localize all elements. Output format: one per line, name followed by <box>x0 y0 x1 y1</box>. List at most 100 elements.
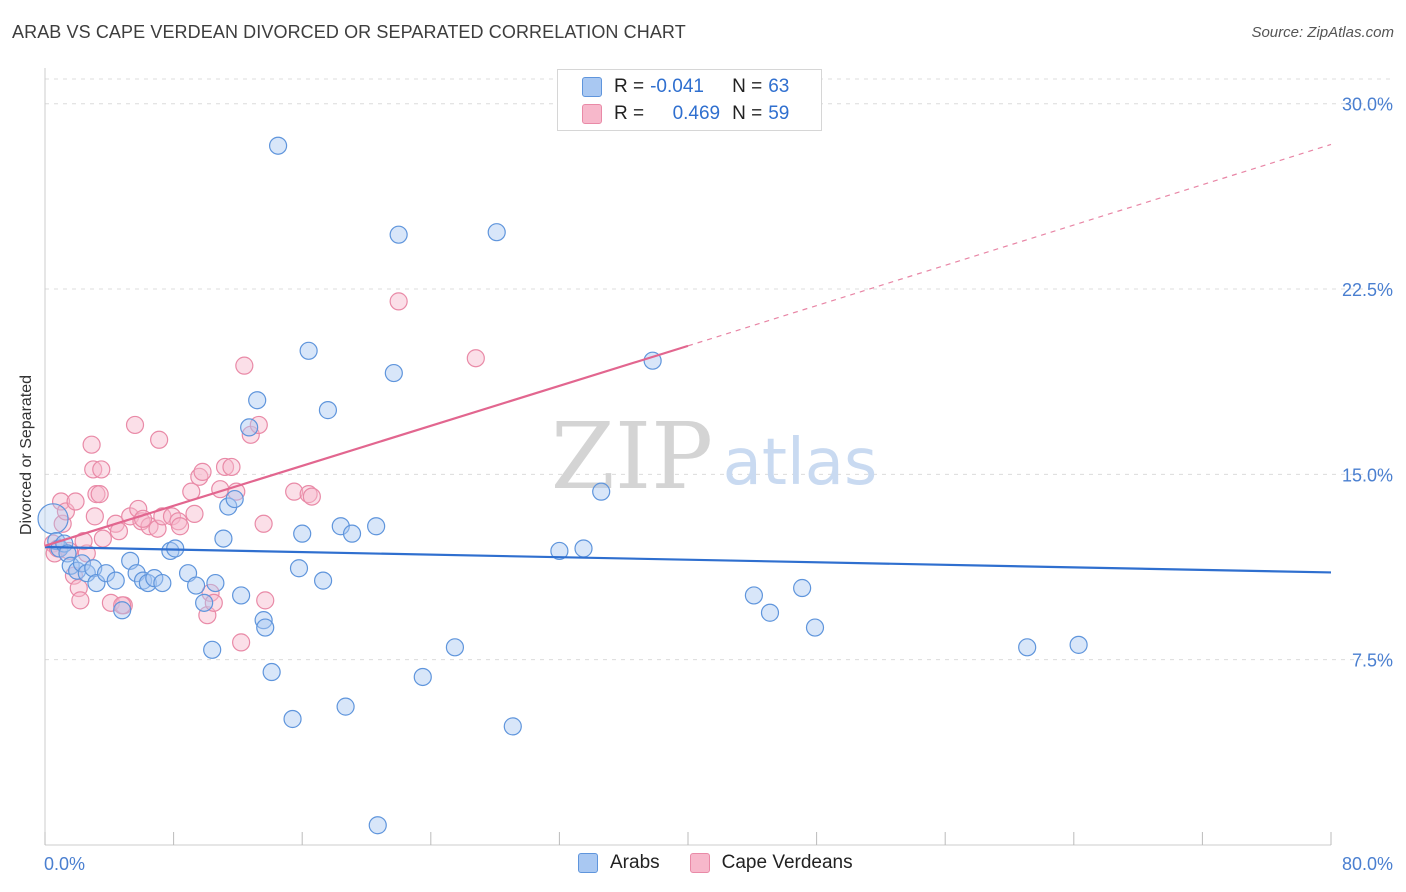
arabs-point-45 <box>342 524 362 543</box>
arabs-point-23 <box>187 576 206 595</box>
arabs-point-29 <box>225 489 244 509</box>
cape-point-34 <box>170 517 190 536</box>
arabs-point-54 <box>550 541 569 561</box>
legend-row-cape: R = 0.469 N = 59 <box>582 102 789 126</box>
cape-point-8 <box>66 492 85 511</box>
y-tick-label-2: 22.5% <box>1342 280 1393 300</box>
arabs-point-24 <box>195 593 214 612</box>
arabs-point-27 <box>214 529 233 548</box>
cape-point-25 <box>125 415 145 435</box>
cape-point-38 <box>193 462 212 481</box>
cape-point-56 <box>466 349 485 368</box>
arabs-point-38 <box>293 524 312 543</box>
arabs-point-58 <box>744 586 764 605</box>
arabs-point-56 <box>592 482 611 501</box>
arabs-point-35 <box>262 662 281 682</box>
cape-point-47 <box>235 356 254 375</box>
cape-point-19 <box>93 529 112 548</box>
arabs-point-33 <box>254 611 273 630</box>
arabs-point-49 <box>389 225 408 244</box>
y-tick-label-0: 7.5% <box>1352 651 1393 671</box>
arabs-point-63 <box>1069 635 1088 654</box>
arabs-point-53 <box>503 717 522 736</box>
cape-point-18 <box>90 485 109 504</box>
arabs-point-32 <box>248 391 267 410</box>
y-tick-label-3: 30.0% <box>1342 95 1393 115</box>
arabs-point-0 <box>37 503 69 535</box>
arabs-point-41 <box>313 571 333 590</box>
legend-item-arabs: Arabs <box>578 852 660 874</box>
cape-point-52 <box>285 482 304 501</box>
arabs-point-51 <box>445 638 465 657</box>
arabs-point-28 <box>219 497 238 516</box>
arabs-point-52 <box>487 223 506 242</box>
tick-labels: 7.5% 15.0% 22.5% 30.0% 0.0% 80.0% <box>44 95 1393 874</box>
cape-r-value: 0.469 <box>672 103 721 124</box>
arabs-point-43 <box>331 517 350 536</box>
arabs-n-value: 63 <box>768 76 790 97</box>
arabs-point-36 <box>268 136 288 155</box>
arabs-points <box>37 136 1088 835</box>
arabs-point-42 <box>318 401 338 420</box>
source-label: Source: ZipAtlas.com <box>1251 24 1394 41</box>
arabs-r-label: R = <box>614 76 645 97</box>
axes <box>44 68 1332 846</box>
cape-point-51 <box>256 591 275 610</box>
arabs-n-label: N = <box>732 76 763 97</box>
cape-point-37 <box>190 467 209 486</box>
x-tick-label-max: 80.0% <box>1342 854 1393 874</box>
arabs-point-30 <box>232 586 251 605</box>
arabs-point-61 <box>805 618 825 637</box>
cape-verdeans-points <box>43 292 485 652</box>
arabs-r-value: -0.041 <box>650 76 704 97</box>
correlation-legend: R = -0.041 N = 63 R = 0.469 N = 59 <box>557 69 822 131</box>
arabs-point-37 <box>283 709 302 729</box>
cape-point-44 <box>222 457 241 477</box>
cape-trend-line <box>44 344 689 547</box>
cape-n-label: N = <box>732 103 763 124</box>
arabs-point-16 <box>133 571 153 590</box>
cape-point-55 <box>389 292 408 311</box>
arabs-point-46 <box>367 517 386 536</box>
arabs-point-19 <box>153 573 172 593</box>
arabs-point-55 <box>574 539 593 558</box>
series-legend: Arabs Cape Verdeans <box>578 852 883 874</box>
arabs-point-47 <box>368 816 387 835</box>
arabs-point-20 <box>161 541 180 561</box>
y-tick-label-1: 15.0% <box>1342 465 1393 485</box>
cape-point-10 <box>71 591 90 610</box>
watermark: ZIP atlas <box>551 403 877 510</box>
cape-point-43 <box>215 457 235 477</box>
trend-lines <box>44 143 1332 574</box>
arabs-point-26 <box>206 573 225 593</box>
arabs-point-62 <box>1018 638 1037 657</box>
arabs-point-12 <box>106 571 125 590</box>
cape-r-label: R = <box>614 103 645 124</box>
arabs-point-59 <box>760 603 780 622</box>
cape-point-30 <box>150 430 169 449</box>
arabs-point-31 <box>240 418 259 437</box>
arabs-point-11 <box>96 564 116 583</box>
cape-point-16 <box>85 507 104 526</box>
cape-point-53 <box>299 485 318 504</box>
cape-trend-extension <box>687 143 1332 347</box>
cape-point-54 <box>302 487 321 506</box>
arabs-point-48 <box>384 363 403 383</box>
chart-title: ARAB VS CAPE VERDEAN DIVORCED OR SEPARAT… <box>12 22 686 42</box>
arabs-point-39 <box>289 559 309 578</box>
cape-n-value: 59 <box>768 103 790 124</box>
arabs-point-50 <box>413 667 432 687</box>
arabs-point-7 <box>72 554 92 573</box>
legend-arabs-label: Arabs <box>610 852 660 873</box>
arabs-point-44 <box>336 697 355 716</box>
arabs-point-25 <box>203 640 222 659</box>
arabs-swatch <box>582 77 602 97</box>
cape-point-41 <box>204 593 223 612</box>
legend-cape-label: Cape Verdeans <box>721 852 853 873</box>
legend-item-cape: Cape Verdeans <box>689 852 853 874</box>
x-tick-label-min: 0.0% <box>44 854 85 874</box>
cape-point-50 <box>254 514 273 533</box>
arabs-point-60 <box>793 578 812 598</box>
cape-point-36 <box>185 504 204 523</box>
